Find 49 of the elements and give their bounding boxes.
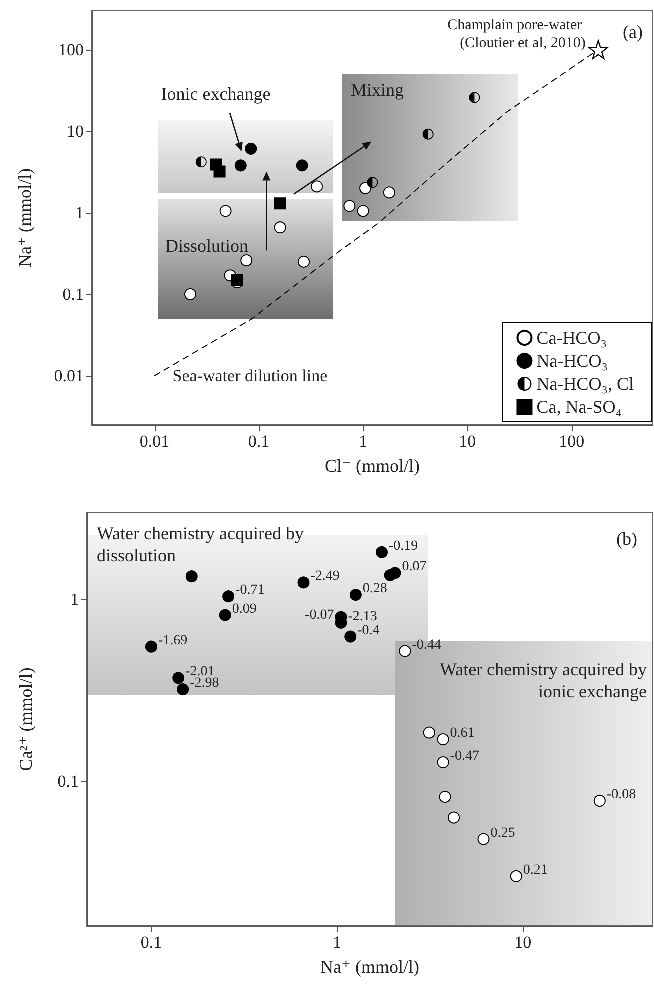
annotation: -0.71 <box>236 583 265 598</box>
annotation: (b) <box>616 529 638 551</box>
x-tick-label: 0.1 <box>248 432 270 451</box>
series-label: Sea-water dilution line <box>172 366 328 386</box>
y-tick-label: 10 <box>67 122 84 141</box>
y-tick-label: 0.01 <box>54 366 84 386</box>
annotation: (a) <box>623 22 643 44</box>
x-tick-label: 0.01 <box>140 432 170 451</box>
annotation: -0.44 <box>412 638 442 653</box>
x-tick-label: 1 <box>359 432 368 451</box>
y-tick-label: 100 <box>58 40 84 60</box>
annotation: Water chemistry acquired by ionic exchange <box>439 659 647 703</box>
legend-label: Na-HCO₃, Cl <box>536 374 634 394</box>
legend-label: Ca, Na-SO₄ <box>536 397 622 417</box>
annotation: -0.07 <box>305 608 334 623</box>
annotation: -0.08 <box>606 787 636 802</box>
annotation: -2.98 <box>190 676 220 692</box>
series-label: Champlain pore-water (Cloutier et al, 2010) <box>448 17 586 52</box>
y-axis-title: Na⁺ (mmol/l) <box>15 168 35 268</box>
x-tick-label: 10 <box>459 432 476 451</box>
y-tick-label: 0.1 <box>58 772 79 791</box>
y-tick-label: 1 <box>76 203 84 222</box>
y-tick-label: 0.1 <box>62 284 84 304</box>
x-tick-label: 100 <box>559 432 585 451</box>
annotation: Mixing <box>351 80 404 102</box>
x-tick-label: 0.1 <box>140 933 162 952</box>
annotation: Ionic exchange <box>161 84 271 106</box>
annotation: 0.07 <box>402 560 427 575</box>
annotation: -0.47 <box>450 749 480 764</box>
annotation: Water chemistry acquired by dissolution <box>97 523 305 567</box>
annotation: -0.19 <box>388 538 418 554</box>
x-tick-label: 1 <box>333 933 342 952</box>
y-axis-title: Ca²⁺ (mmol/l) <box>16 668 36 772</box>
annotation: -2.49 <box>310 569 340 584</box>
y-tick-label: 1 <box>70 590 79 610</box>
legend-label: Na-HCO₃ <box>536 351 608 371</box>
x-tick-label: 10 <box>514 933 532 952</box>
annotation: -0.4 <box>358 623 380 638</box>
x-axis-title: Cl⁻ (mmol/l) <box>324 456 420 476</box>
annotation: 0.09 <box>232 602 257 617</box>
annotation: 0.61 <box>450 726 475 742</box>
annotation: -2.13 <box>348 609 378 624</box>
annotation: 0.21 <box>523 862 548 878</box>
annotation: 0.28 <box>362 582 388 597</box>
annotation: -1.69 <box>158 633 188 648</box>
x-axis-title: Na⁺ (mmol/l) <box>320 957 420 977</box>
annotation: Dissolution <box>165 236 249 258</box>
annotation: 0.25 <box>490 826 516 841</box>
legend-label: Ca-HCO₃ <box>536 328 608 348</box>
